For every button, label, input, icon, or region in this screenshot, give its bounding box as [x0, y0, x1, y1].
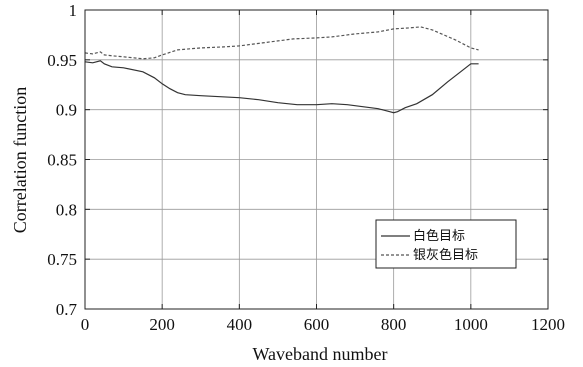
y-tick-label: 0.85	[47, 151, 77, 170]
series-line-1	[84, 60, 479, 114]
legend: 白色目标 银灰色目标	[375, 219, 517, 269]
y-tick-label: 0.8	[56, 200, 77, 219]
ticks	[84, 9, 549, 310]
x-tick-label: 600	[304, 315, 330, 334]
y-tick-label: 1	[69, 1, 78, 20]
series-line-2	[84, 26, 479, 60]
legend-label-series-1: 白色目标	[413, 228, 465, 244]
tick-labels: 0 200 400 600 800 1000 1200 0.7 0.75 0.8 0.85 0.9 0.…	[47, 1, 565, 334]
y-tick-label: 0.9	[56, 101, 77, 120]
y-tick-label: 0.75	[47, 250, 77, 269]
y-tick-label: 0.95	[47, 51, 77, 70]
x-tick-label: 1200	[531, 315, 565, 334]
x-tick-label: 1000	[454, 315, 488, 334]
legend-label-series-2: 银灰色目标	[413, 247, 478, 263]
x-tick-label: 0	[81, 315, 90, 334]
y-tick-label: 0.7	[56, 300, 78, 319]
grid	[85, 10, 548, 309]
x-tick-label: 200	[149, 315, 175, 334]
x-tick-label: 800	[381, 315, 407, 334]
x-tick-label: 400	[227, 315, 253, 334]
plot-lines	[84, 26, 479, 114]
y-axis-label: Correlation function	[10, 87, 30, 233]
legend-box	[375, 219, 517, 269]
x-axis-label: Waveband number	[253, 344, 388, 364]
